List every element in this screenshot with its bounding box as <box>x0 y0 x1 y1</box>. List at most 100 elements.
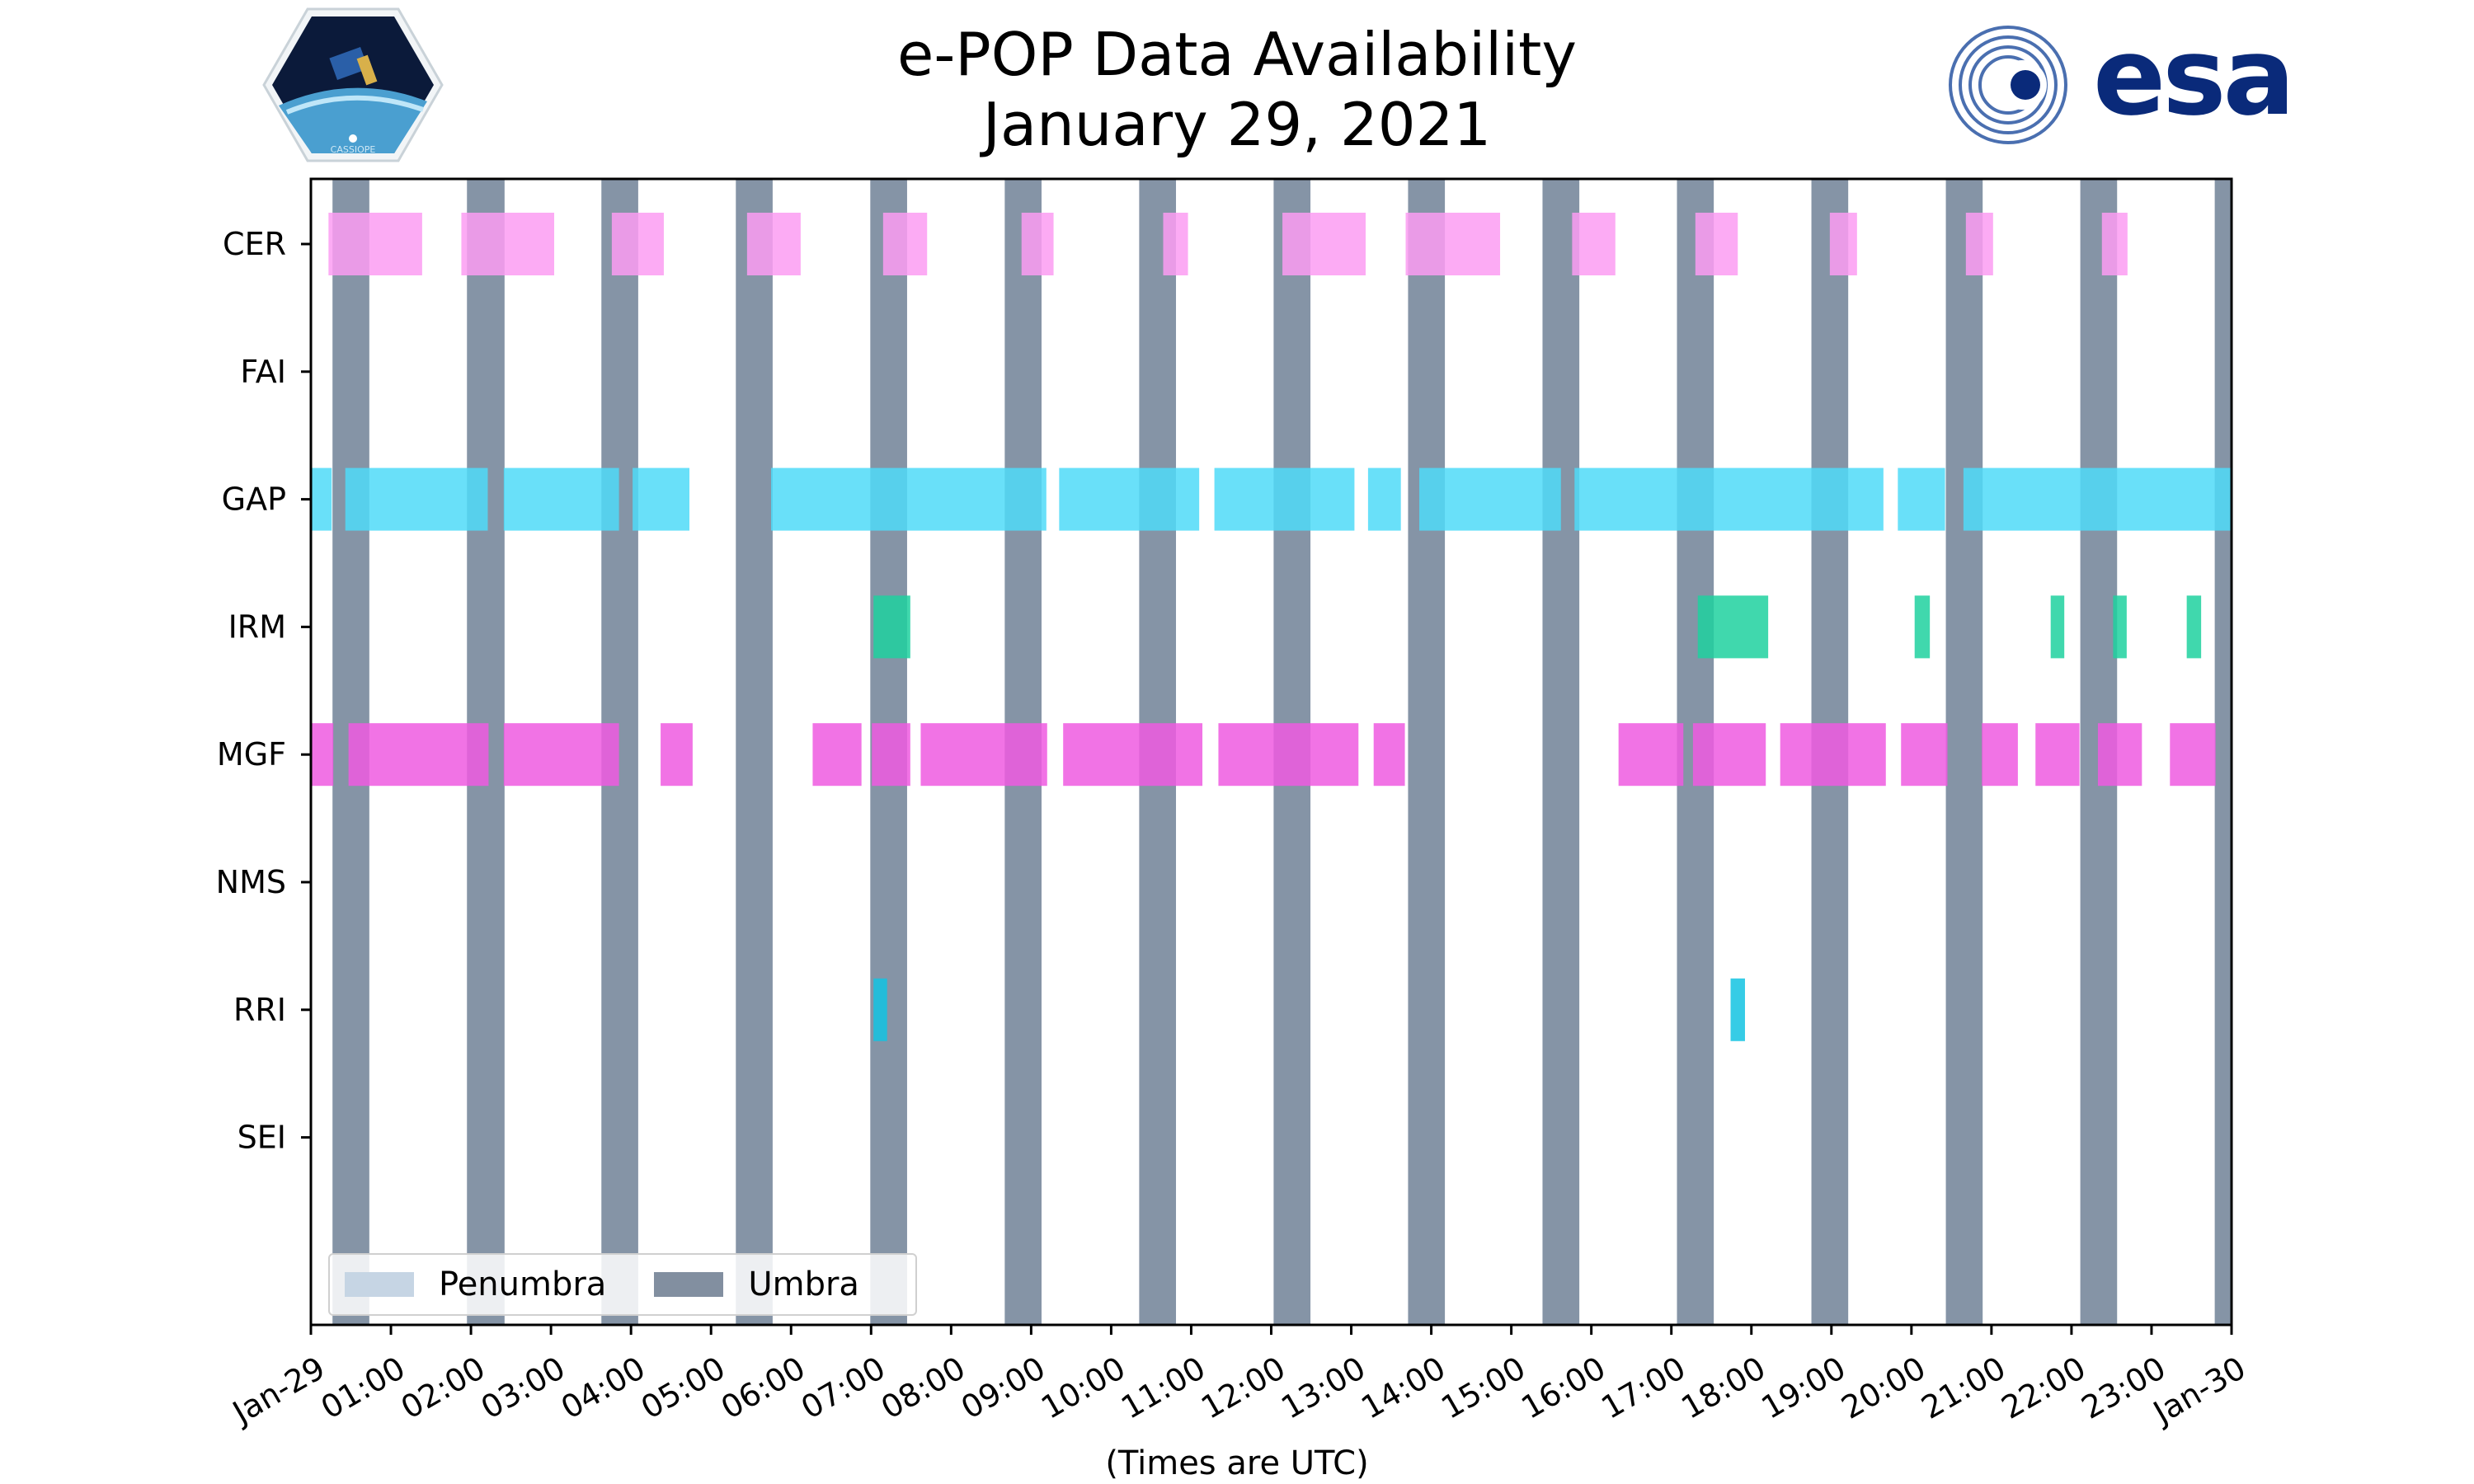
bar-gap-10 <box>1898 467 1945 531</box>
x-axis-label: (Times are UTC) <box>1105 1444 1369 1482</box>
bar-gap-2 <box>503 467 619 531</box>
x-tick-label-24: Jan-30 <box>2146 1350 2251 1431</box>
legend-swatch-umbra <box>654 1272 724 1297</box>
legend-swatch-penumbra <box>345 1272 414 1297</box>
umbra-band-14 <box>2214 179 2232 1325</box>
bar-mgf-16 <box>2097 723 2142 787</box>
bar-irm-4 <box>2113 595 2127 659</box>
bar-irm-1 <box>1697 595 1769 659</box>
bar-cer-10 <box>1695 213 1738 275</box>
x-axis: Jan-2901:0002:0003:0004:0005:0006:0007:0… <box>225 1325 2252 1431</box>
bar-cer-9 <box>1572 213 1616 275</box>
bar-cer-11 <box>1829 213 1857 275</box>
bar-cer-3 <box>746 213 801 275</box>
x-tick-label-13: 13:00 <box>1275 1350 1371 1426</box>
x-tick-label-15: 15:00 <box>1435 1350 1531 1426</box>
bar-mgf-13 <box>1901 723 1948 787</box>
x-tick-label-14: 14:00 <box>1355 1350 1451 1426</box>
bar-mgf-4 <box>812 723 862 787</box>
x-tick-label-17: 17:00 <box>1595 1350 1691 1426</box>
x-tick-label-22: 22:00 <box>1996 1350 2092 1426</box>
bar-mgf-0 <box>311 723 334 787</box>
bar-mgf-8 <box>1218 723 1359 787</box>
y-tick-label-mgf: MGF <box>217 736 286 773</box>
bar-cer-4 <box>882 213 928 275</box>
x-tick-label-4: 04:00 <box>555 1350 651 1426</box>
x-tick-label-16: 16:00 <box>1515 1350 1611 1426</box>
bar-gap-0 <box>311 467 332 531</box>
x-tick-label-11: 11:00 <box>1115 1350 1211 1426</box>
bar-cer-1 <box>461 213 555 275</box>
bar-mgf-12 <box>1780 723 1886 787</box>
bar-rri-0 <box>873 978 887 1041</box>
bar-cer-13 <box>2101 213 2128 275</box>
bar-cer-0 <box>328 213 422 275</box>
esa-logo <box>1949 26 2067 144</box>
bar-gap-6 <box>1214 467 1355 531</box>
bar-gap-1 <box>345 467 488 531</box>
legend-label-umbra: Umbra <box>748 1266 859 1303</box>
bar-gap-11 <box>1963 467 2232 531</box>
x-tick-label-19: 19:00 <box>1755 1350 1851 1426</box>
umbra-band-8 <box>1408 179 1446 1325</box>
x-tick-label-8: 08:00 <box>875 1350 971 1426</box>
bar-gap-8 <box>1419 467 1561 531</box>
y-tick-label-fai: FAI <box>240 354 286 390</box>
bar-mgf-5 <box>872 723 910 787</box>
x-tick-label-1: 01:00 <box>315 1350 412 1426</box>
bar-mgf-11 <box>1692 723 1766 787</box>
bar-cer-7 <box>1282 213 1366 275</box>
chart-title-line2: January 29, 2021 <box>982 90 1492 159</box>
umbra-band-9 <box>1542 179 1580 1325</box>
umbra-band-3 <box>736 179 773 1325</box>
bar-mgf-15 <box>2035 723 2080 787</box>
bar-mgf-14 <box>1982 723 2018 787</box>
y-tick-label-rri: RRI <box>233 992 286 1028</box>
bar-gap-7 <box>1367 467 1401 531</box>
y-tick-label-irm: IRM <box>228 608 286 645</box>
x-tick-label-21: 21:00 <box>1916 1350 2012 1426</box>
bar-gap-9 <box>1574 467 1884 531</box>
x-tick-label-3: 03:00 <box>475 1350 571 1426</box>
x-tick-label-10: 10:00 <box>1035 1350 1131 1426</box>
cassiope-logo: CASSIOPE <box>262 7 444 162</box>
legend-label-penumbra: Penumbra <box>439 1266 607 1303</box>
bar-mgf-7 <box>1063 723 1203 787</box>
bar-irm-0 <box>873 595 910 659</box>
y-axis: CER FAI GAP IRM MGF NMS RRI SEI <box>216 226 311 1156</box>
y-tick-label-sei: SEI <box>238 1120 286 1156</box>
bar-cer-2 <box>611 213 664 275</box>
legend-item-penumbra: Penumbra <box>345 1266 606 1303</box>
x-tick-label-18: 18:00 <box>1675 1350 1771 1426</box>
bar-gap-5 <box>1059 467 1200 531</box>
legend-item-umbra: Umbra <box>654 1266 859 1303</box>
esa-wordmark: esa <box>2093 14 2295 139</box>
y-tick-label-cer: CER <box>223 226 286 262</box>
x-tick-label-2: 02:00 <box>395 1350 492 1426</box>
x-tick-label-20: 20:00 <box>1835 1350 1931 1426</box>
bar-cer-12 <box>1965 213 1993 275</box>
bar-mgf-10 <box>1618 723 1684 787</box>
x-tick-label-7: 07:00 <box>795 1350 891 1426</box>
bar-gap-3 <box>633 467 690 531</box>
legend: Penumbra Umbra <box>328 1253 917 1316</box>
x-tick-label-0: Jan-29 <box>225 1350 331 1431</box>
x-tick-label-6: 06:00 <box>715 1350 811 1426</box>
y-tick-label-nms: NMS <box>216 864 286 900</box>
bar-mgf-9 <box>1373 723 1405 787</box>
bar-cer-8 <box>1405 213 1501 275</box>
bar-irm-3 <box>2050 595 2065 659</box>
bar-layer <box>311 213 2232 1041</box>
x-tick-label-5: 05:00 <box>635 1350 731 1426</box>
bar-cer-6 <box>1163 213 1188 275</box>
bar-mgf-6 <box>920 723 1047 787</box>
bar-mgf-1 <box>348 723 489 787</box>
umbra-band-12 <box>1945 179 1983 1325</box>
x-tick-label-12: 12:00 <box>1195 1350 1291 1426</box>
bar-mgf-3 <box>661 723 693 787</box>
x-tick-label-9: 09:00 <box>955 1350 1051 1426</box>
bar-irm-5 <box>2186 595 2202 659</box>
chart-title-line1: e-POP Data Availability <box>897 20 1577 89</box>
bar-rri-1 <box>1730 978 1745 1041</box>
